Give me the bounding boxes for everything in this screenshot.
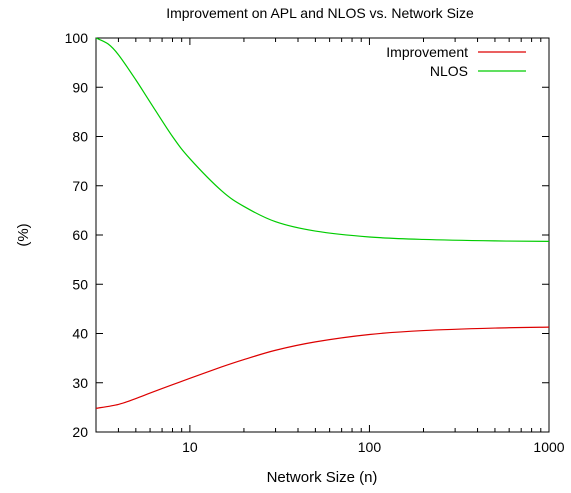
chart-title: Improvement on APL and NLOS vs. Network …	[166, 5, 474, 21]
y-tick-label: 90	[72, 79, 88, 95]
series-line-improvement	[95, 326, 550, 409]
y-tick-label: 100	[65, 30, 89, 46]
x-tick-label: 1000	[533, 439, 564, 455]
y-tick-label: 40	[72, 326, 88, 342]
x-tick-label: 100	[358, 439, 382, 455]
y-tick-label: 50	[72, 276, 88, 292]
y-tick-label: 30	[72, 375, 88, 391]
series-line-nlos	[95, 37, 550, 242]
series-layer	[95, 37, 550, 409]
y-tick-label: 80	[72, 129, 88, 145]
y-tick-label: 70	[72, 178, 88, 194]
y-axis: 20 30 40 50 60 70 80 90 100	[65, 30, 549, 440]
x-axis-label: Network Size (n)	[267, 469, 378, 486]
x-axis: 10 100 1000	[95, 38, 565, 455]
plot-frame	[95, 37, 550, 433]
y-tick-label: 60	[72, 227, 88, 243]
x-tick-label: 10	[182, 439, 198, 455]
legend-label-nlos: NLOS	[430, 63, 468, 79]
y-axis-label: (%)	[15, 223, 32, 246]
legend: Improvement NLOS	[386, 44, 526, 79]
legend-label-improvement: Improvement	[386, 44, 468, 60]
y-tick-label: 20	[72, 424, 88, 440]
